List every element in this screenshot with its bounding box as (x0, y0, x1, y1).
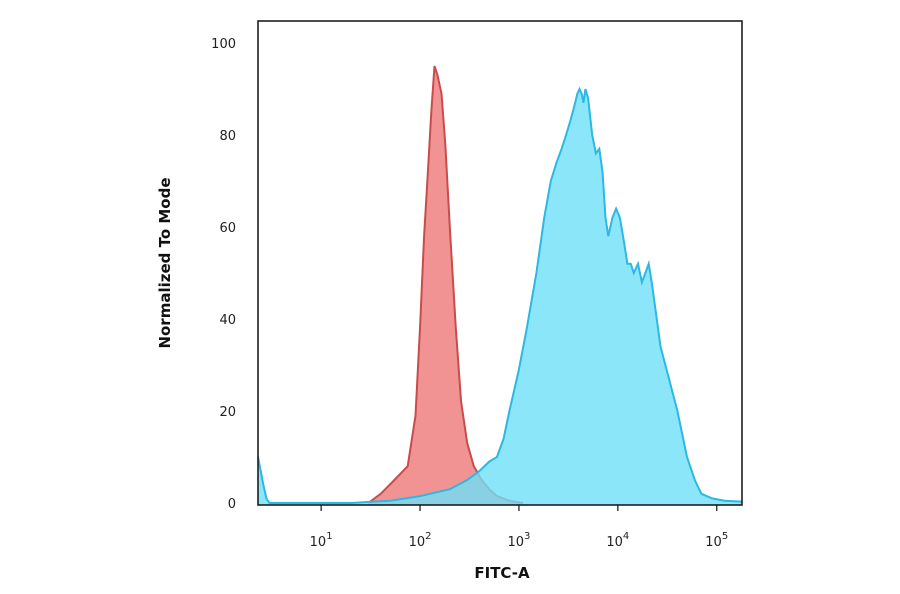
y-tick-label: 0 (228, 497, 236, 512)
x-tick-label: 101 (310, 531, 333, 550)
x-tick-label: 103 (507, 531, 530, 550)
x-axis-ticks: 101 102 103 104 105 (310, 505, 729, 550)
series-2-area (258, 89, 742, 505)
x-axis-title: FITC-A (474, 564, 530, 582)
x-tick-label: 104 (606, 531, 629, 550)
y-axis-ticks: 0 20 40 60 80 100 (211, 37, 236, 512)
y-axis-title: Normalized To Mode (156, 177, 174, 348)
y-tick-label: 20 (219, 405, 236, 420)
y-tick-label: 60 (219, 221, 236, 236)
x-tick-label: 105 (705, 531, 728, 550)
y-tick-label: 100 (211, 37, 236, 52)
y-tick-label: 40 (219, 313, 236, 328)
series-1-area (368, 66, 523, 505)
series-layer (258, 66, 742, 505)
y-tick-label: 80 (219, 129, 236, 144)
x-tick-label: 102 (409, 531, 432, 550)
